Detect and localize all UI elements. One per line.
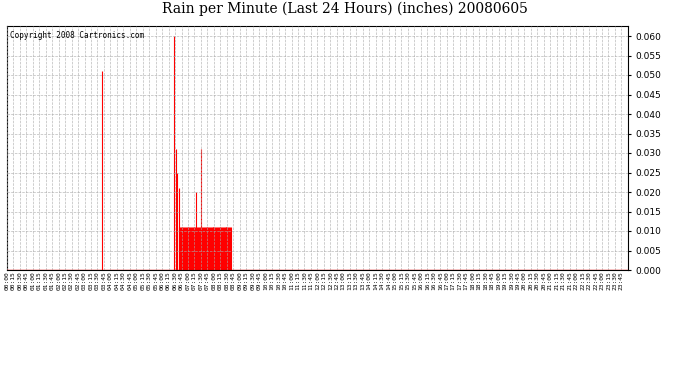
Text: Copyright 2008 Cartronics.com: Copyright 2008 Cartronics.com [10,31,144,40]
Text: Rain per Minute (Last 24 Hours) (inches) 20080605: Rain per Minute (Last 24 Hours) (inches)… [162,2,528,16]
